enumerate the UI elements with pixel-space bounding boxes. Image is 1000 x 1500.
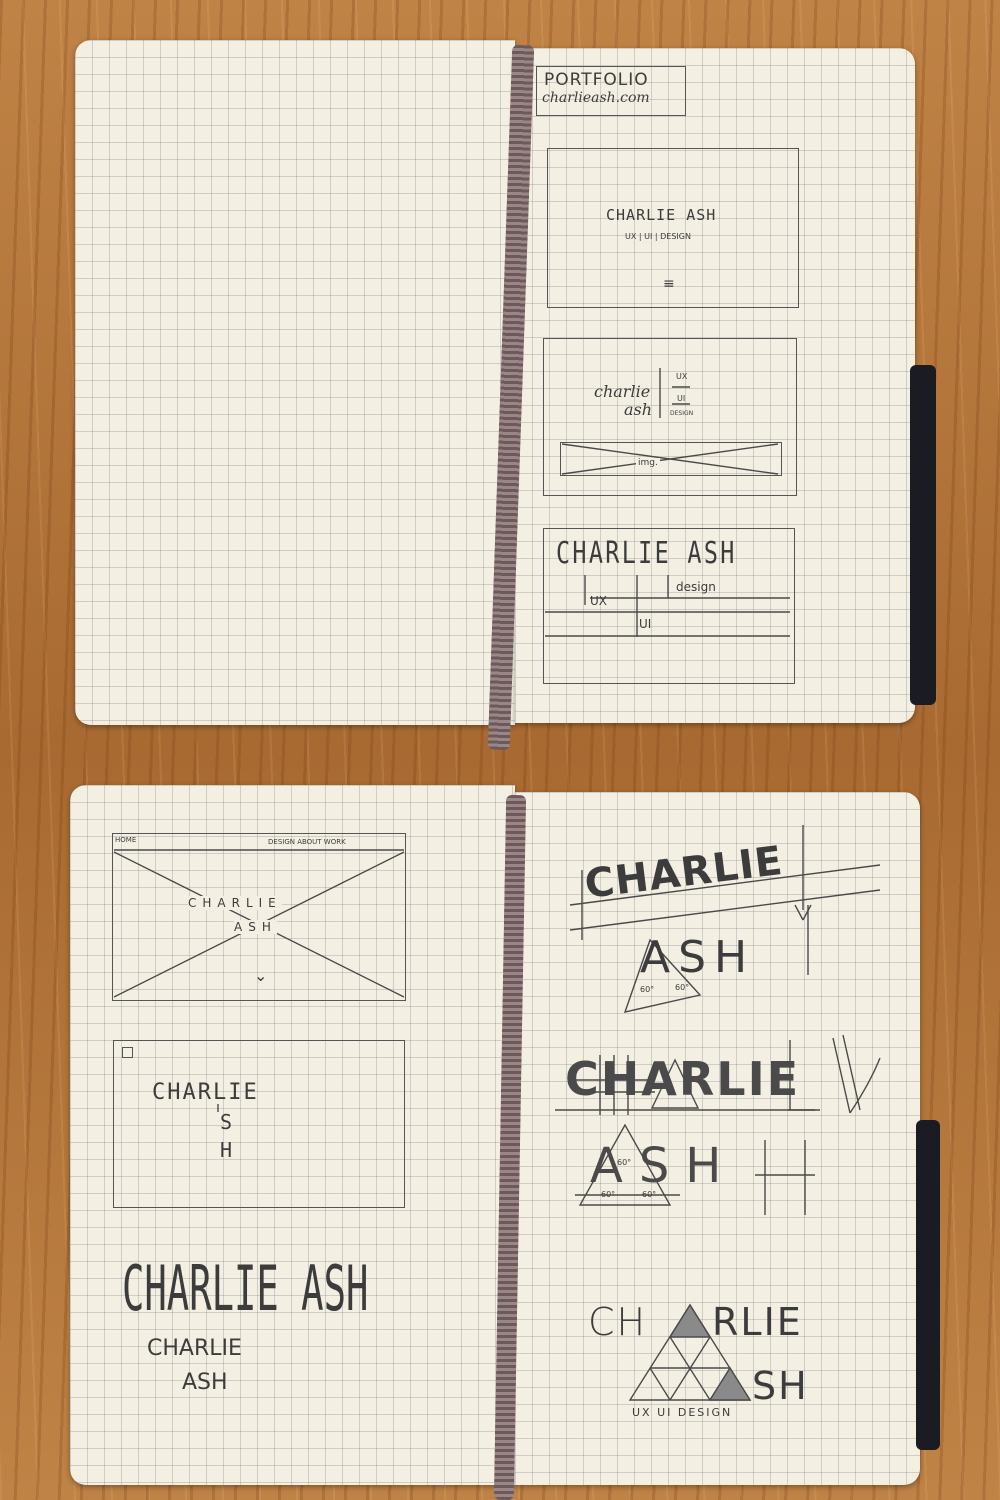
homepage-name-line2: ASH <box>234 920 277 934</box>
about-wireframe <box>113 1040 405 1208</box>
wireframe-2-divider-lines <box>659 368 690 418</box>
wireframe-2-name-line2: ash <box>624 400 653 419</box>
wireframe-3 <box>543 528 795 684</box>
logo-3-line1-right: RLIE <box>712 1300 803 1344</box>
wireframe-2-ux: UX <box>676 372 688 381</box>
wireframe-3-ui: UI <box>639 617 652 631</box>
wireframe-2 <box>543 338 797 496</box>
top-right-page <box>515 48 915 723</box>
logo-1-line2: ASH <box>640 932 756 983</box>
closure-elastic-top <box>910 365 936 705</box>
portfolio-title: PORTFOLIO <box>544 70 649 90</box>
about-name-h: H <box>220 1138 233 1162</box>
portfolio-label-box <box>536 66 686 116</box>
lettering-big-name: CHARLIE ASH <box>122 1252 369 1325</box>
wireframe-3-ux: UX <box>590 594 608 608</box>
logo-2-line1: CHARLIE <box>565 1052 801 1106</box>
about-name-s: S <box>220 1110 233 1134</box>
logo-3-line1-left: CH <box>588 1300 648 1344</box>
menu-icon: ≡ <box>663 276 675 292</box>
wireframe-1-tagline: UX | UI | DESIGN <box>625 232 691 241</box>
top-left-page <box>75 40 515 725</box>
image-placeholder-label: img. <box>636 458 660 468</box>
nav-home-link: HOME <box>115 836 137 844</box>
image-placeholder <box>560 442 782 476</box>
wireframe-2-ui: UI <box>677 394 686 403</box>
wireframe-2-name-line1: charlie <box>594 382 651 401</box>
homepage-name-line1: CHARLIE <box>188 896 282 910</box>
logo-1-angle1: 60° <box>640 985 655 994</box>
logo-3-tagline: UX UI DESIGN <box>632 1406 733 1419</box>
nav-right-links: DESIGN ABOUT WORK <box>268 838 346 846</box>
lettering-name-line2: ASH <box>182 1370 228 1395</box>
logo-2-angle3: 60° <box>642 1190 657 1199</box>
image-placeholder-cross <box>561 443 779 475</box>
closure-elastic-bottom <box>916 1120 940 1450</box>
logo-2-angle1: 60° <box>617 1158 632 1167</box>
bottom-left-page <box>70 785 515 1485</box>
logo-2-angle2: 60° <box>601 1190 616 1199</box>
logo-2-line2: ASH <box>590 1138 738 1194</box>
portfolio-url: charlieash.com <box>542 90 650 106</box>
logo-3-line2: SH <box>752 1364 809 1408</box>
wireframe-2-design: DESIGN <box>670 410 694 417</box>
about-name-line1: CHARLIE <box>152 1080 259 1105</box>
homepage-wireframe <box>112 833 406 1001</box>
wireframe-3-name: CHARLIE ASH <box>556 536 737 571</box>
menu-square-icon <box>122 1047 133 1058</box>
logo-1-angle2: 60° <box>675 983 690 992</box>
wireframe-1 <box>547 148 799 308</box>
lettering-name-line1: CHARLIE <box>147 1336 242 1361</box>
wireframe-1-name: CHARLIE ASH <box>606 206 717 224</box>
wireframe-3-design: design <box>676 580 716 594</box>
wireframe-3-grid-lines <box>545 575 790 637</box>
chevron-down-icon: ⌄ <box>254 966 268 985</box>
